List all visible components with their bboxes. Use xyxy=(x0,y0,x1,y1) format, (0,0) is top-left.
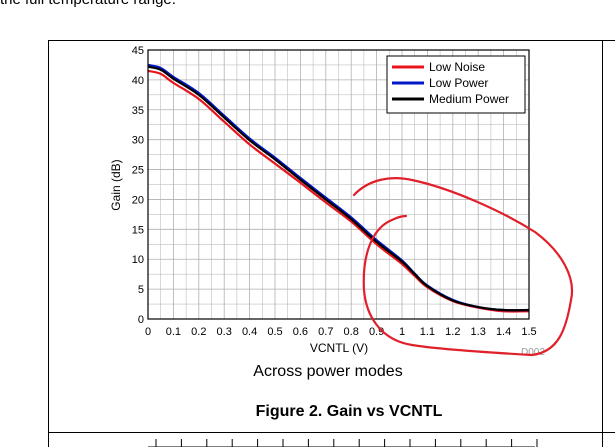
y-tick-label: 25 xyxy=(132,165,144,177)
y-tick-label: 15 xyxy=(132,224,144,236)
legend-label-low-noise: Low Noise xyxy=(429,60,485,74)
y-tick-label: 30 xyxy=(132,135,144,147)
plot-id: D002 xyxy=(521,347,545,358)
y-tick-label: 45 xyxy=(132,45,144,57)
series-lines xyxy=(147,63,530,313)
x-tick-label: 1.1 xyxy=(420,326,435,338)
figure-caption: Figure 2. Gain vs VCNTL xyxy=(256,403,443,420)
x-tick-label: 1.2 xyxy=(445,326,460,338)
y-axis-label: Gain (dB) xyxy=(109,159,123,210)
legend: Low Noise Low Power Medium Power xyxy=(386,55,526,114)
x-tick-label: 0.4 xyxy=(242,326,257,338)
x-tick-label: 0.2 xyxy=(191,326,206,338)
figure-subcaption: Across power modes xyxy=(253,363,402,380)
next-figure-ticks xyxy=(155,439,538,447)
y-tick-label: 40 xyxy=(132,75,144,87)
y-tick-label: 35 xyxy=(132,105,144,117)
series-line-medium-power xyxy=(147,65,530,312)
y-tick-label: 10 xyxy=(132,254,144,266)
x-tick-label: 1.3 xyxy=(471,326,486,338)
legend-label-medium-power: Medium Power xyxy=(429,92,509,106)
x-tick-label: 0.7 xyxy=(318,326,333,338)
body-text-fragment: the full temperature range. xyxy=(0,0,176,8)
y-tick-labels: 0 5 10 15 20 25 30 35 40 45 xyxy=(132,45,144,326)
y-tick-label: 20 xyxy=(132,194,144,206)
legend-label-low-power: Low Power xyxy=(429,76,488,90)
x-tick-label: 0 xyxy=(145,326,151,338)
x-tick-label: 0.6 xyxy=(293,326,308,338)
x-tick-label: 0.1 xyxy=(166,326,181,338)
x-tick-label: 1.5 xyxy=(521,326,536,338)
x-tick-label: 0.3 xyxy=(217,326,232,338)
hand-drawn-annotation-spiral xyxy=(352,177,574,357)
y-tick-label: 0 xyxy=(138,314,144,326)
x-tick-label: 0.5 xyxy=(267,326,282,338)
x-tick-label: 1 xyxy=(399,326,405,338)
y-tick-label: 5 xyxy=(138,284,144,296)
x-tick-label: 0.8 xyxy=(344,326,359,338)
x-tick-labels: 0 0.1 0.2 0.3 0.4 0.5 0.6 0.7 0.8 0.9 1 1.1 1.2 1.3 1.… xyxy=(145,326,537,338)
plot-area-border xyxy=(147,49,530,320)
x-axis-label: VCNTL (V) xyxy=(310,341,368,355)
x-tick-label: 1.4 xyxy=(496,326,511,338)
